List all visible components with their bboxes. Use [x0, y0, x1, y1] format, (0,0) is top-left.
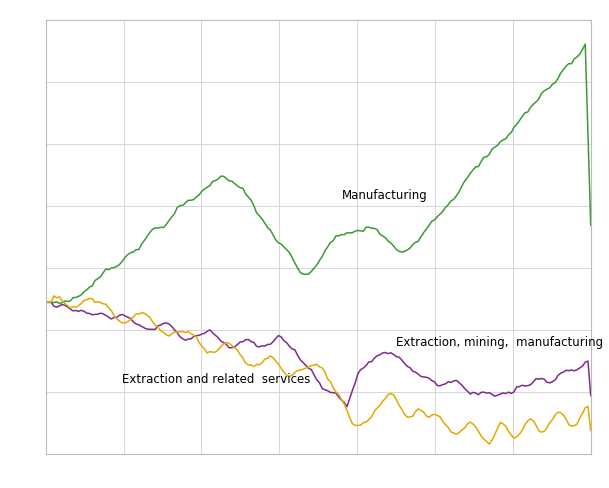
Text: Extraction and related  services: Extraction and related services	[122, 373, 311, 386]
Text: Extraction, mining,  manufacturing  and elec.: Extraction, mining, manufacturing and el…	[396, 336, 609, 349]
Text: Manufacturing: Manufacturing	[342, 189, 428, 202]
